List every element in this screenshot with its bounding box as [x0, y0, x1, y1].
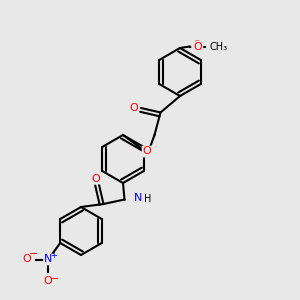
Text: N: N: [134, 193, 142, 203]
Text: H: H: [144, 194, 152, 205]
Text: −: −: [28, 249, 38, 259]
Text: O: O: [142, 146, 152, 157]
Text: O: O: [92, 173, 100, 184]
Text: O: O: [129, 103, 138, 113]
Text: CH₃: CH₃: [210, 41, 228, 52]
Text: O: O: [192, 40, 201, 50]
Text: +: +: [50, 250, 57, 260]
Text: −: −: [50, 274, 59, 284]
Text: O: O: [23, 254, 32, 265]
Text: N: N: [44, 254, 52, 265]
Text: O: O: [194, 41, 202, 52]
Text: O: O: [44, 275, 52, 286]
